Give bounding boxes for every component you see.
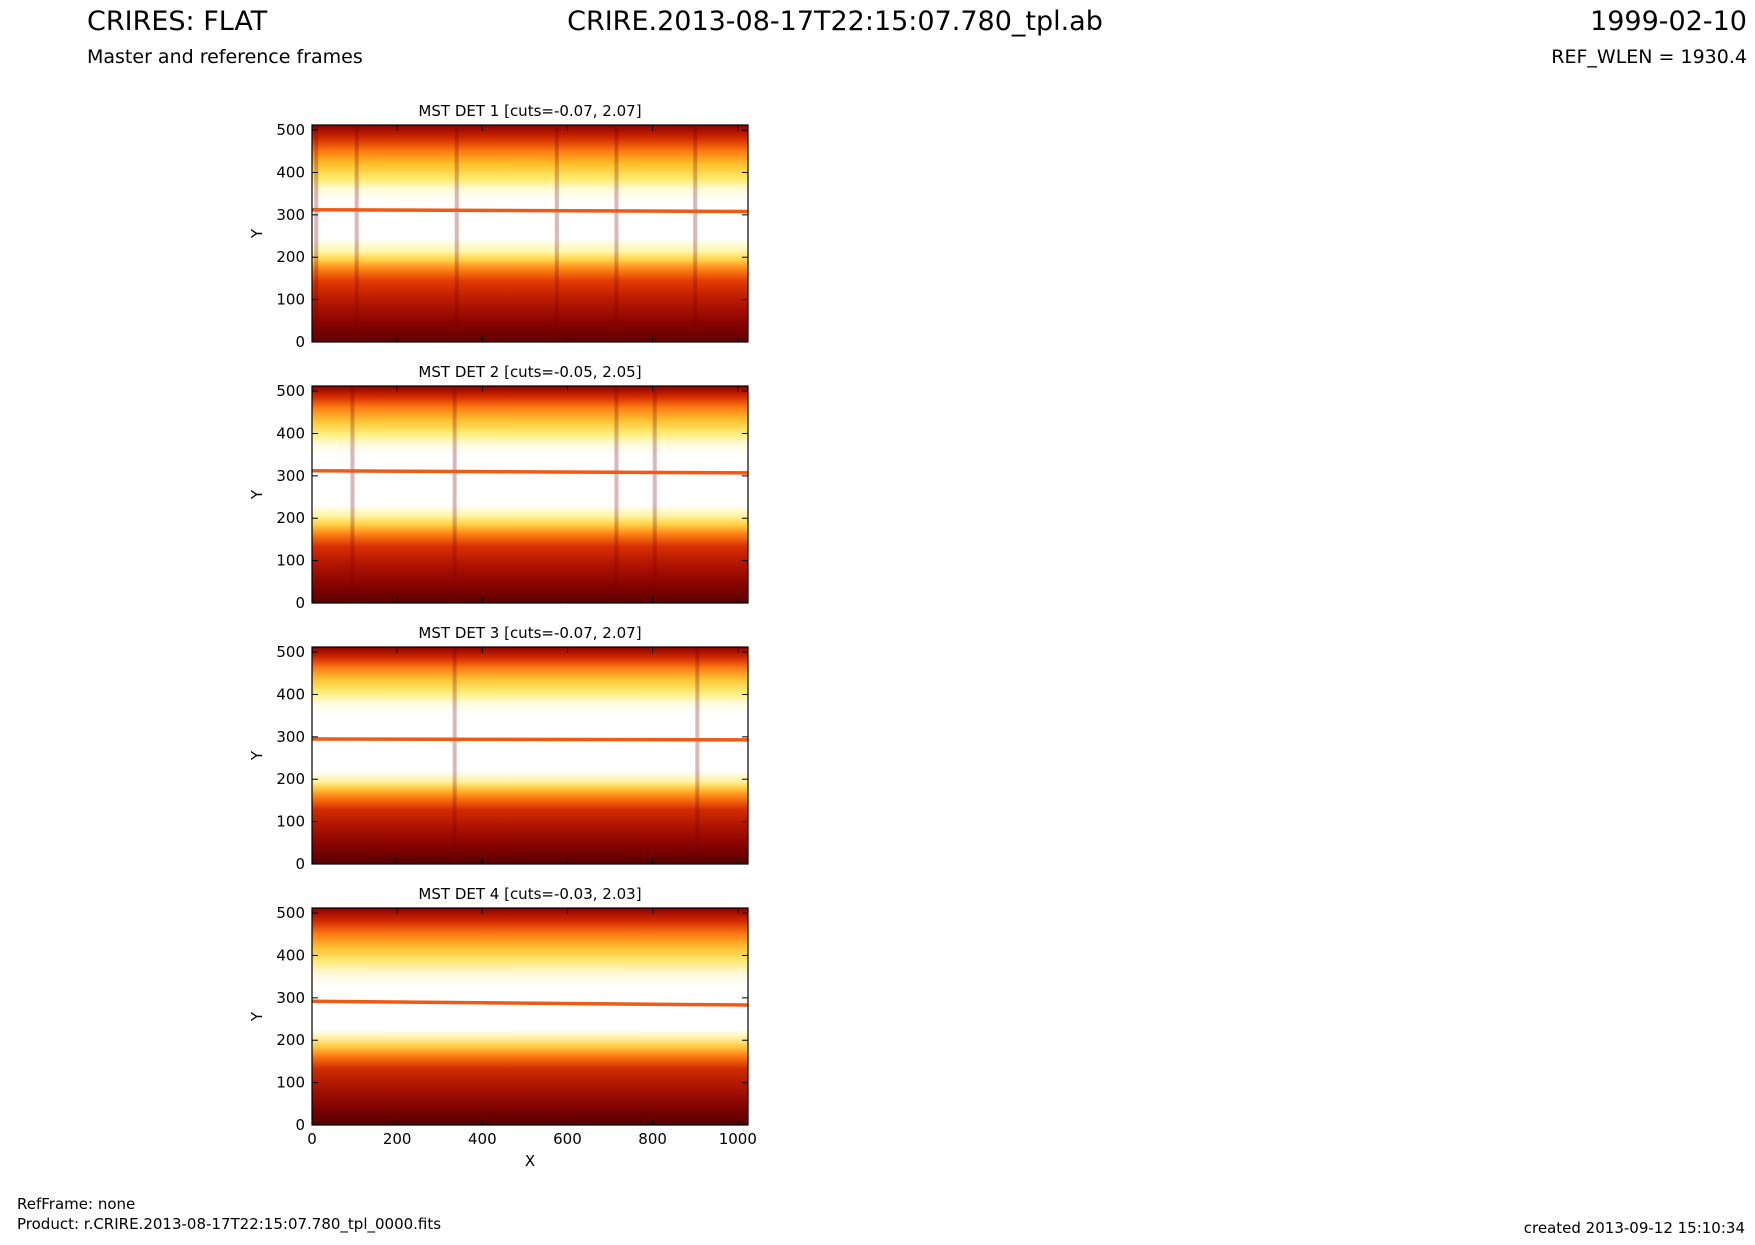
y-tick-label: 200 <box>276 770 305 788</box>
y-tick-label: 400 <box>276 163 305 181</box>
y-axis-label: Y <box>248 228 266 239</box>
y-tick-label: 0 <box>295 594 305 612</box>
plot-title: MST DET 2 [cuts=-0.05, 2.05] <box>418 363 641 381</box>
vertical-streak <box>614 386 619 603</box>
y-tick-label: 200 <box>276 1031 305 1049</box>
flat-image <box>312 647 748 864</box>
plot-frame <box>311 124 749 343</box>
y-tick-label: 200 <box>276 248 305 266</box>
vertical-streak <box>452 647 457 864</box>
vertical-streak <box>452 386 457 603</box>
y-tick-label: 500 <box>276 121 305 139</box>
vertical-streak <box>554 125 559 342</box>
x-tick-label: 800 <box>638 1130 667 1148</box>
y-tick-label: 200 <box>276 509 305 527</box>
order-line <box>311 469 749 475</box>
y-tick-label: 400 <box>276 424 305 442</box>
refframe-label: RefFrame: none <box>17 1195 136 1213</box>
y-tick-label: 0 <box>295 1116 305 1134</box>
x-tick-label: 0 <box>307 1130 317 1148</box>
page-title: CRIRES: FLAT <box>87 6 268 37</box>
ref-wlen-label: REF_WLEN = 1930.4 <box>1551 46 1747 68</box>
vertical-streak <box>695 647 700 864</box>
vertical-streak <box>454 125 459 342</box>
plot-title: MST DET 4 [cuts=-0.03, 2.03] <box>418 885 641 903</box>
y-tick-label: 400 <box>276 946 305 964</box>
plot-frame <box>311 646 749 865</box>
order-line <box>311 208 749 214</box>
y-tick-label: 500 <box>276 382 305 400</box>
y-axis-label: Y <box>248 489 266 500</box>
vertical-streak <box>314 125 319 342</box>
plot-frame <box>311 385 749 604</box>
x-tick-label: 200 <box>383 1130 412 1148</box>
y-tick-label: 300 <box>276 728 305 746</box>
order-line <box>311 737 749 742</box>
y-tick-label: 100 <box>276 813 305 831</box>
y-tick-label: 100 <box>276 291 305 309</box>
date-label: 1999-02-10 <box>1590 6 1747 37</box>
detector-plot-2: MST DET 2 [cuts=-0.05, 2.05] 0 100 200 300 40… <box>248 363 749 612</box>
flat-image <box>312 125 748 342</box>
y-tick-label: 400 <box>276 685 305 703</box>
created-label: created 2013-09-12 15:10:34 <box>1523 1219 1745 1237</box>
x-tick-label: 1000 <box>719 1130 757 1148</box>
flat-image <box>312 386 748 603</box>
vertical-streak <box>693 125 698 342</box>
y-tick-label: 300 <box>276 206 305 224</box>
y-tick-label: 0 <box>295 855 305 873</box>
y-tick-label: 300 <box>276 989 305 1007</box>
vertical-streak <box>652 386 657 603</box>
order-line <box>311 999 749 1007</box>
x-tick-label: 400 <box>468 1130 497 1148</box>
detector-plot-3: MST DET 3 [cuts=-0.07, 2.07] 0 100 200 300 40… <box>248 624 749 873</box>
plot-frame <box>311 907 749 1126</box>
flat-image <box>312 908 748 1125</box>
y-tick-label: 100 <box>276 1074 305 1092</box>
page-subtitle: Master and reference frames <box>87 46 363 68</box>
detector-plot-4: MST DET 4 [cuts=-0.03, 2.03] 0 100 200 300 40… <box>248 885 757 1170</box>
product-label: Product: r.CRIRE.2013-08-17T22:15:07.780… <box>17 1215 442 1233</box>
y-axis-label: Y <box>248 1011 266 1022</box>
vertical-streak <box>354 125 359 342</box>
x-axis-label: X <box>525 1152 535 1170</box>
file-title: CRIRE.2013-08-17T22:15:07.780_tpl.ab <box>567 6 1103 37</box>
y-tick-label: 500 <box>276 904 305 922</box>
y-tick-label: 300 <box>276 467 305 485</box>
x-tick-label: 600 <box>553 1130 582 1148</box>
plot-title: MST DET 3 [cuts=-0.07, 2.07] <box>418 624 641 642</box>
vertical-streak <box>350 386 355 603</box>
y-tick-label: 100 <box>276 552 305 570</box>
plot-title: MST DET 1 [cuts=-0.07, 2.07] <box>418 102 641 120</box>
vertical-streak <box>614 125 619 342</box>
y-axis-label: Y <box>248 750 266 761</box>
y-tick-label: 0 <box>295 333 305 351</box>
y-tick-label: 500 <box>276 643 305 661</box>
detector-plot-1: MST DET 1 [cuts=-0.07, 2.07] 0 100 200 300 40… <box>248 102 749 351</box>
